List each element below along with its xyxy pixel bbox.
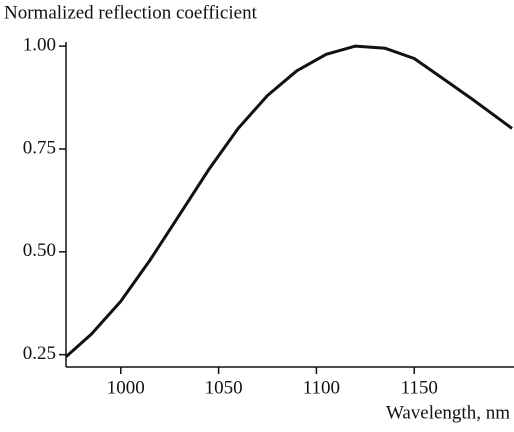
x-tick-label: 1000 xyxy=(107,377,145,398)
y-tick-label: 0.50 xyxy=(23,240,56,261)
x-tick-label: 1100 xyxy=(303,377,340,398)
x-axis-title: Wavelength, nm xyxy=(386,402,510,423)
y-tick-label: 0.25 xyxy=(23,343,56,364)
line xyxy=(65,44,513,358)
y-axis-title: Normalized reflection coefficient xyxy=(4,2,258,23)
x-tick-label: 1150 xyxy=(401,377,438,398)
y-tick-label: 1.00 xyxy=(23,34,56,55)
x-tick-label: 1050 xyxy=(205,377,243,398)
y-tick-label: 0.75 xyxy=(23,137,56,158)
